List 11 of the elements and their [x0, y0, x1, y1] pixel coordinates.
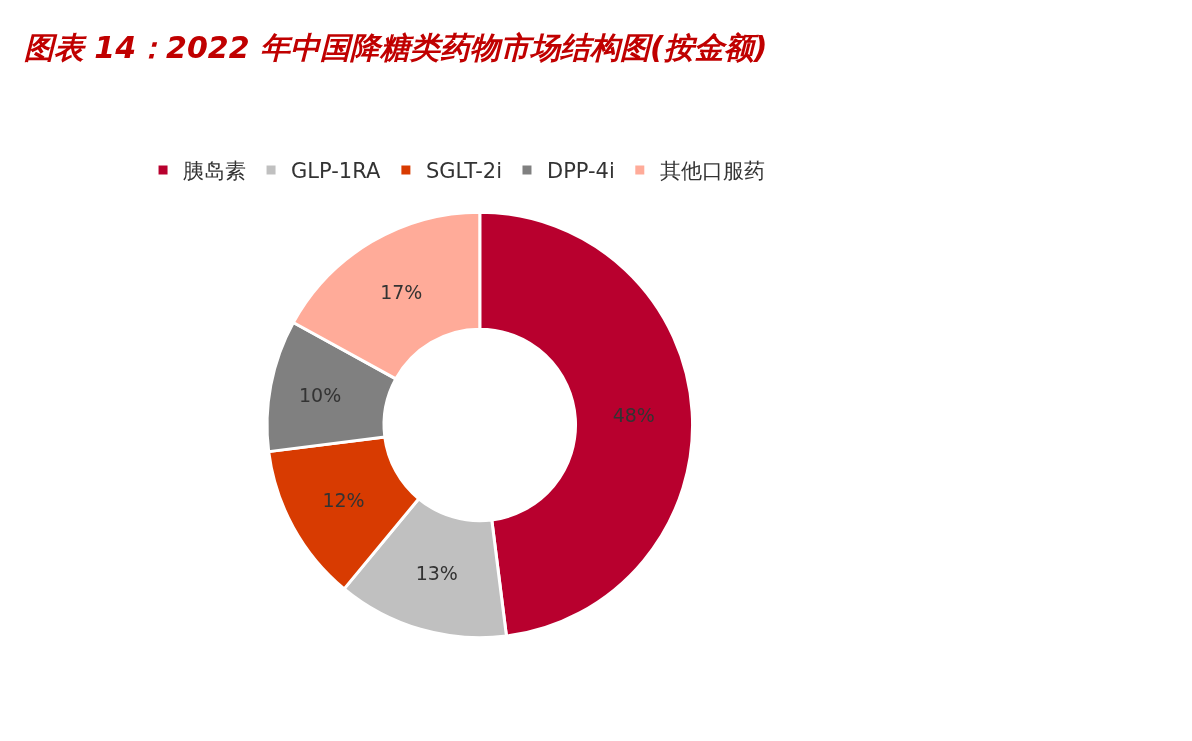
- data-label: 48%: [612, 404, 655, 427]
- data-label: 17%: [380, 281, 423, 304]
- legend-label: 胰岛素: [183, 159, 247, 184]
- data-label: 10%: [299, 383, 342, 406]
- data-label: 12%: [322, 488, 365, 511]
- legend-label: DPP-4i: [546, 159, 615, 184]
- legend-label: SGLT-2i: [425, 159, 502, 184]
- legend-label: 其他口服药: [659, 159, 765, 184]
- legend-label: GLP-1RA: [291, 159, 381, 184]
- chart-title: 图表 14：2022 年中国降糖类药物市场结构图(按金额): [23, 30, 768, 66]
- data-label: 13%: [415, 562, 458, 585]
